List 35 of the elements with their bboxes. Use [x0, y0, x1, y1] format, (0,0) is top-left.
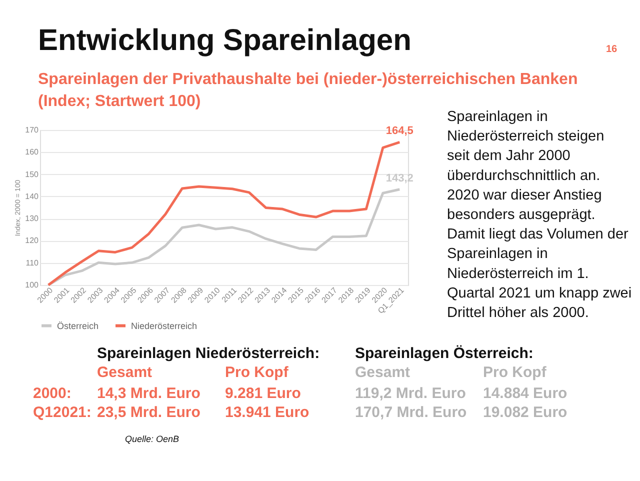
data-label: 164,5	[386, 125, 414, 138]
text: Spareinlagen Niederösterreich:	[97, 345, 320, 362]
text: 13.941 Euro	[225, 404, 310, 421]
text: Q12021:	[33, 404, 92, 421]
text: 23,5 Mrd. Euro	[97, 404, 200, 421]
text: Damit liegt das Volumen der Spareinlagen in Niederösterreich im 1. Quartal 2021 um knapp zwei Drittel höher als 2000.	[447, 226, 632, 321]
text: 16	[606, 44, 618, 55]
y-tick-label: 140	[25, 192, 40, 201]
text: Spareinlagen in Niederösterreich steigen seit dem Jahr 2000 überdurchschnittlich an.	[447, 109, 604, 184]
source-note: Quelle: OenB	[125, 434, 180, 444]
text: Gesamt	[355, 364, 410, 381]
y-tick-label: 150	[25, 170, 40, 179]
legend-label: Österreich	[57, 320, 99, 331]
y-tick-label: 110	[26, 258, 40, 268]
text: 19.082 Euro	[483, 404, 568, 421]
text: Gesamt	[97, 364, 152, 381]
text: 170,7 Mrd. Euro	[355, 404, 467, 421]
line-series	[47, 188, 401, 286]
chart-subtitle: Spareinlagen der Privathaushalte bei (nieder-)österreichischen Banken (Index; Startwert 100)	[38, 71, 578, 110]
text: 2020 war dieser Anstieg besonders ausgeprägt.	[447, 187, 602, 223]
text: 14,3 Mrd. Euro	[97, 385, 200, 402]
y-tick-label: 170	[25, 126, 40, 134]
y-tick-label: 100	[25, 280, 40, 290]
y-tick-label: 160	[25, 148, 40, 157]
text: 9.281 Euro	[225, 385, 301, 402]
text: 119,2 Mrd. Euro	[355, 385, 466, 402]
chart-title: Entwicklung Spareinlagen	[38, 24, 412, 57]
text: 14.884 Euro	[483, 385, 568, 402]
legend-label: Niederösterreich	[131, 320, 198, 331]
text: Pro Kopf	[483, 364, 548, 381]
text: Pro Kopf	[225, 364, 290, 381]
y-tick-label: 130	[25, 214, 40, 224]
text: 2000:	[33, 385, 72, 402]
y-tick-label: 120	[25, 236, 40, 246]
text: Spareinlagen Österreich:	[355, 345, 534, 362]
